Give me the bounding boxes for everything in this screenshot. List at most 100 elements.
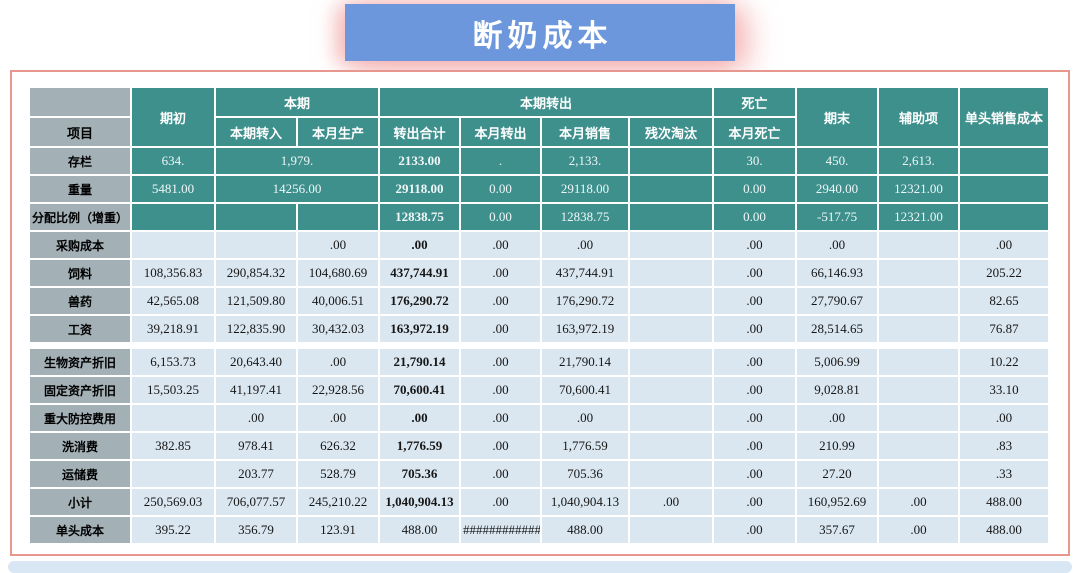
cell: 21,790.14 xyxy=(542,349,629,375)
cell: 245,210.22 xyxy=(298,489,379,515)
cell xyxy=(630,349,713,375)
cell: 33.10 xyxy=(960,377,1049,403)
cell: 122,835.90 xyxy=(216,316,296,342)
col-month-death: 本月死亡 xyxy=(714,118,796,146)
cell: .00 xyxy=(714,461,796,487)
cell: .00 xyxy=(542,232,629,258)
cell xyxy=(630,316,713,342)
row-label: 固定资产折旧 xyxy=(30,377,130,403)
cell: .00 xyxy=(298,405,379,431)
cell: 10.22 xyxy=(960,349,1049,375)
cell: .00 xyxy=(797,232,878,258)
table-frame: 期初 本期 本期转出 死亡 期末 辅助项 单头销售成本 项目 本期转入 本月生产… xyxy=(10,70,1070,556)
corner-cell xyxy=(30,88,130,116)
cell: 250,569.03 xyxy=(132,489,214,515)
cell xyxy=(960,148,1049,174)
cell: 634. xyxy=(132,148,214,174)
cell: 706,077.57 xyxy=(216,489,296,515)
row-label: 重量 xyxy=(30,176,130,202)
cell: 1,040,904.13 xyxy=(380,489,460,515)
cell xyxy=(630,517,713,543)
table-row: 重大防控费用 .00.00.00.00.00.00.00.00 xyxy=(30,405,1049,431)
cell: .00 xyxy=(461,377,541,403)
row-label: 分配比例（增重） xyxy=(30,204,130,230)
cell: 488.00 xyxy=(542,517,629,543)
cell: 978.41 xyxy=(216,433,296,459)
cell: 357.67 xyxy=(797,517,878,543)
cell: 15,503.25 xyxy=(132,377,214,403)
row-label: 生物资产折旧 xyxy=(30,349,130,375)
cell: 626.32 xyxy=(298,433,379,459)
cell: 27.20 xyxy=(797,461,878,487)
cell xyxy=(132,204,214,230)
cell: 163,972.19 xyxy=(542,316,629,342)
cell: 163,972.19 xyxy=(380,316,460,342)
cell xyxy=(879,288,959,314)
cell xyxy=(879,433,959,459)
cell: 290,854.32 xyxy=(216,260,296,286)
cell: 705.36 xyxy=(542,461,629,487)
table-row: 小计 250,569.03 706,077.57 245,210.22 1,040,90… xyxy=(30,489,1049,515)
col-closing: 期末 xyxy=(797,88,878,146)
cell: .33 xyxy=(960,461,1049,487)
cell: .00 xyxy=(461,316,541,342)
cell: 22,928.56 xyxy=(298,377,379,403)
cell xyxy=(960,176,1049,202)
cell: 210.99 xyxy=(797,433,878,459)
cell: .00 xyxy=(630,489,713,515)
cell xyxy=(879,461,959,487)
row-label: 存栏 xyxy=(30,148,130,174)
cell: .00 xyxy=(960,405,1049,431)
cell: 160,952.69 xyxy=(797,489,878,515)
cell xyxy=(298,204,379,230)
cell: .00 xyxy=(714,316,796,342)
row-label: 洗消费 xyxy=(30,433,130,459)
cell: .00 xyxy=(298,232,379,258)
cell: . xyxy=(461,148,541,174)
cell xyxy=(216,232,296,258)
col-period-transfer-in: 本期转入 xyxy=(216,118,296,146)
cell: .00 xyxy=(461,260,541,286)
cell: .00 xyxy=(714,405,796,431)
cell: .00 xyxy=(714,232,796,258)
cell: .00 xyxy=(714,260,796,286)
col-month-production: 本月生产 xyxy=(298,118,379,146)
cell: 12838.75 xyxy=(542,204,629,230)
row-label: 运储费 xyxy=(30,461,130,487)
cell: 705.36 xyxy=(380,461,460,487)
table-row: 固定资产折旧 15,503.25 41,197.41 22,928.56 70,600.… xyxy=(30,377,1049,403)
cell: .00 xyxy=(879,489,959,515)
cell: 488.00 xyxy=(380,517,460,543)
cell: 1,776.59 xyxy=(542,433,629,459)
cell: 6,153.73 xyxy=(132,349,214,375)
cell: .00 xyxy=(461,232,541,258)
cell: 450. xyxy=(797,148,878,174)
cell: 205.22 xyxy=(960,260,1049,286)
table-row: 存栏 634. 1,979. 2133.00. 2,133. 30. 450. 2,613. xyxy=(30,148,1049,174)
cell: .00 xyxy=(461,405,541,431)
cell: .00 xyxy=(216,405,296,431)
cell: 76.87 xyxy=(960,316,1049,342)
row-label: 重大防控费用 xyxy=(30,405,130,431)
cell: ############ xyxy=(461,517,541,543)
col-opening: 期初 xyxy=(132,88,214,146)
table-row: 单头成本 395.22 356.79 123.91 488.00 ############… xyxy=(30,517,1049,543)
cell: 29118.00 xyxy=(542,176,629,202)
cell: 1,979. xyxy=(216,148,379,174)
cell: 29118.00 xyxy=(380,176,460,202)
table-row: 洗消费 382.85 978.41 626.32 1,776.59.00 1,776.59… xyxy=(30,433,1049,459)
cell: .00 xyxy=(879,517,959,543)
cell xyxy=(132,405,214,431)
cell: .00 xyxy=(714,288,796,314)
header-row-groups: 期初 本期 本期转出 死亡 期末 辅助项 单头销售成本 xyxy=(30,88,1049,146)
table-row: 重量 5481.00 14256.00 29118.00 0.00 29118.00 0.0… xyxy=(30,176,1049,202)
cell: .00 xyxy=(714,433,796,459)
cell: 104,680.69 xyxy=(298,260,379,286)
cell: 1,040,904.13 xyxy=(542,489,629,515)
table-row: 采购成本 .00.00.00.00.00.00.00 xyxy=(30,232,1049,258)
cell xyxy=(630,461,713,487)
cell: 123.91 xyxy=(298,517,379,543)
cell: 176,290.72 xyxy=(542,288,629,314)
row-label: 饲料 xyxy=(30,260,130,286)
col-per-head-sales-cost: 单头销售成本 xyxy=(960,88,1049,146)
